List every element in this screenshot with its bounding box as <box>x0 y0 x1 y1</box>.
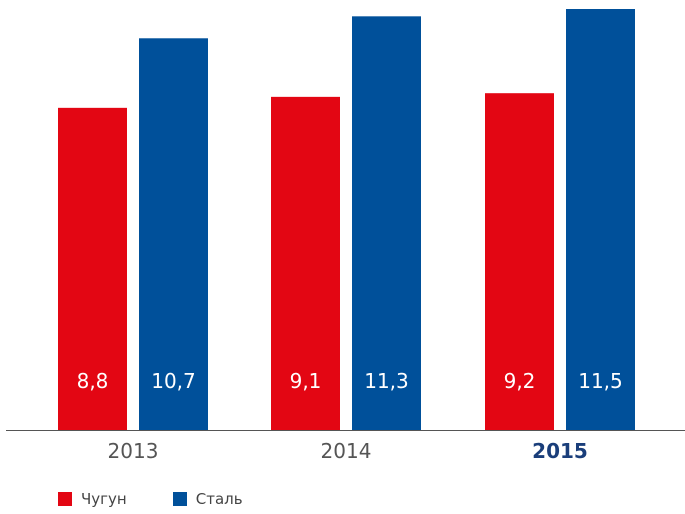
value-label-stal-2013: 10,7 <box>151 369 196 393</box>
x-tick-label-2014: 2014 <box>321 439 372 463</box>
value-labels-group: 8,8 9,1 9,2 10,7 11,3 11,5 <box>77 369 623 393</box>
value-label-chugun-2013: 8,8 <box>77 369 109 393</box>
legend-item-stal: Сталь <box>172 490 243 508</box>
legend-swatch-chugun <box>58 492 72 506</box>
bar-chugun-2013 <box>58 107 127 430</box>
legend-label-chugun: Чугун <box>81 490 127 508</box>
bar-stal-2013 <box>139 38 208 430</box>
legend-swatch-stal <box>172 492 187 506</box>
value-label-stal-2015: 11,5 <box>578 369 623 393</box>
legend-item-chugun: Чугун <box>58 490 127 508</box>
bar-chugun-2015 <box>485 93 554 430</box>
x-tick-labels-group: 2013 2014 2015 <box>108 439 588 463</box>
x-tick-label-2015: 2015 <box>532 439 588 463</box>
bar-stal-2015 <box>566 9 635 430</box>
value-label-chugun-2015: 9,2 <box>504 369 536 393</box>
x-tick-label-2013: 2013 <box>108 439 159 463</box>
bars-group <box>58 9 635 430</box>
value-label-stal-2014: 11,3 <box>364 369 409 393</box>
bar-chugun-2014 <box>271 96 340 430</box>
value-label-chugun-2014: 9,1 <box>290 369 322 393</box>
legend-label-stal: Сталь <box>195 490 243 508</box>
bar-stal-2014 <box>352 16 421 430</box>
legend: Чугун Сталь <box>58 490 289 508</box>
